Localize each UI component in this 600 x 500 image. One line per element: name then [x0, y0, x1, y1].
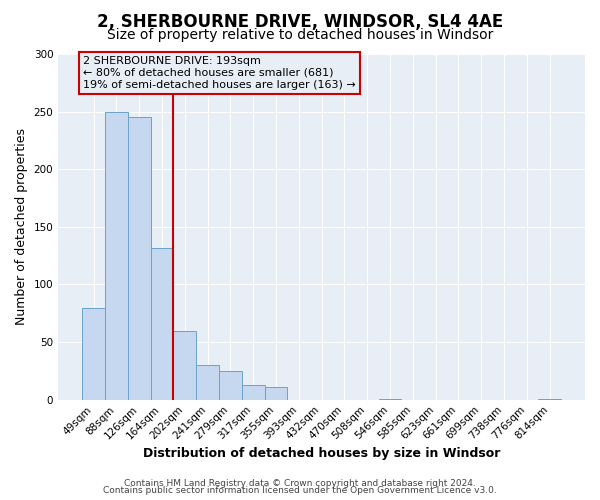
Text: 2 SHERBOURNE DRIVE: 193sqm
← 80% of detached houses are smaller (681)
19% of sem: 2 SHERBOURNE DRIVE: 193sqm ← 80% of deta… — [83, 56, 356, 90]
Bar — [82, 308, 105, 400]
Bar — [128, 118, 151, 400]
Bar — [196, 365, 219, 400]
X-axis label: Distribution of detached houses by size in Windsor: Distribution of detached houses by size … — [143, 447, 500, 460]
Bar — [379, 398, 401, 400]
Y-axis label: Number of detached properties: Number of detached properties — [15, 128, 28, 326]
Text: Contains HM Land Registry data © Crown copyright and database right 2024.: Contains HM Land Registry data © Crown c… — [124, 478, 476, 488]
Bar — [242, 384, 265, 400]
Bar — [538, 398, 561, 400]
Text: Size of property relative to detached houses in Windsor: Size of property relative to detached ho… — [107, 28, 493, 42]
Bar — [151, 248, 173, 400]
Bar — [265, 387, 287, 400]
Text: Contains public sector information licensed under the Open Government Licence v3: Contains public sector information licen… — [103, 486, 497, 495]
Bar — [105, 112, 128, 400]
Bar — [219, 371, 242, 400]
Text: 2, SHERBOURNE DRIVE, WINDSOR, SL4 4AE: 2, SHERBOURNE DRIVE, WINDSOR, SL4 4AE — [97, 12, 503, 30]
Bar — [173, 330, 196, 400]
